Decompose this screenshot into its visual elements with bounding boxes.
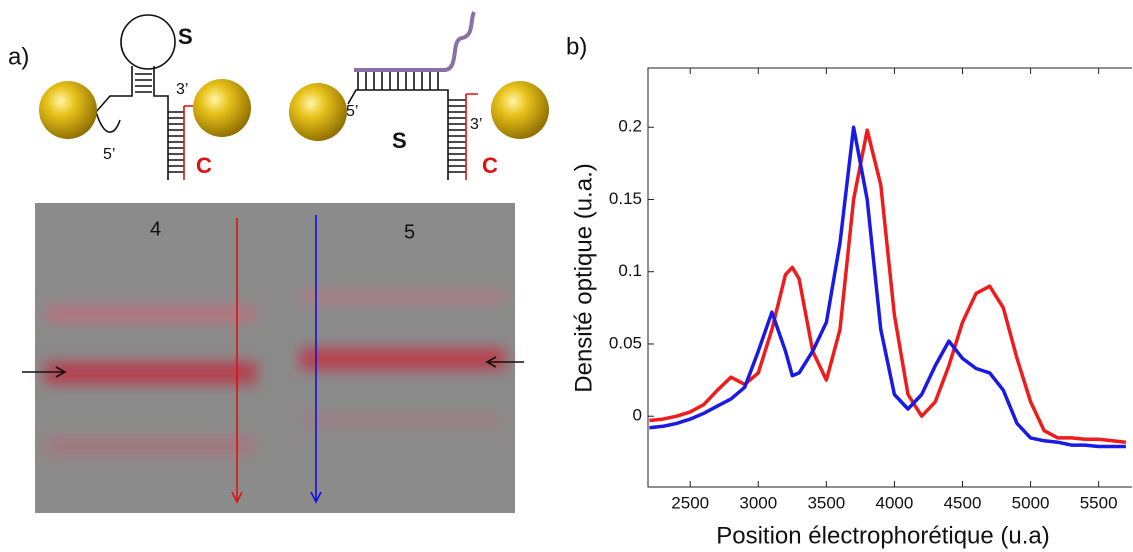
bands bbox=[45, 290, 505, 456]
x-tick-label: 4500 bbox=[944, 493, 982, 512]
lane-label: 4 bbox=[150, 218, 161, 240]
target-strand bbox=[354, 11, 476, 72]
data-line bbox=[649, 125, 1126, 449]
x-tick-label: 5000 bbox=[1012, 493, 1050, 512]
arrow-head bbox=[485, 356, 497, 368]
ladder bbox=[168, 111, 184, 173]
end-label: 5’ bbox=[346, 103, 358, 120]
panel-a: a) S 3’ 5’ C 5’ S 3’ C bbox=[8, 11, 549, 513]
arrow-head bbox=[231, 491, 243, 504]
axes-frame bbox=[647, 67, 1132, 488]
ladder bbox=[357, 72, 439, 90]
x-axis-label: Position électrophorétique (u.a) bbox=[716, 522, 1050, 549]
x-tick-label: 3500 bbox=[807, 493, 845, 512]
x-tick-label: 5500 bbox=[1080, 493, 1118, 512]
y-tick-label: 0.2 bbox=[618, 117, 642, 136]
right-construct bbox=[347, 11, 478, 180]
end-label: 3’ bbox=[470, 116, 482, 133]
left-construct bbox=[95, 14, 194, 180]
gel: 4 5 bbox=[35, 203, 515, 513]
gold-particle bbox=[491, 81, 549, 139]
strand-s bbox=[95, 66, 133, 133]
y-tick-label: 0.1 bbox=[618, 261, 642, 280]
panel-b: b) Position électrophorétique (u.a) Dens… bbox=[566, 33, 1132, 549]
y-tick-label: 0.15 bbox=[609, 189, 642, 208]
ladder bbox=[448, 99, 466, 173]
x-tick-label: 2500 bbox=[671, 493, 709, 512]
strand-c bbox=[465, 93, 478, 180]
x-tick-label: 3000 bbox=[739, 493, 777, 512]
x-tick-label: 4000 bbox=[876, 493, 914, 512]
loop bbox=[120, 14, 176, 70]
strand-label: C bbox=[482, 153, 498, 178]
gold-particle bbox=[39, 81, 97, 139]
ladder bbox=[135, 73, 152, 93]
panel-label: b) bbox=[566, 33, 587, 60]
y-tick-label: 0 bbox=[633, 406, 642, 425]
strand-label: S bbox=[392, 128, 407, 153]
strand-c bbox=[183, 105, 194, 180]
gold-particle bbox=[193, 79, 251, 137]
strand-s bbox=[153, 66, 169, 180]
data-line bbox=[649, 128, 1127, 444]
end-label: 5’ bbox=[103, 146, 115, 163]
strand-label: C bbox=[196, 153, 212, 178]
lane-label: 5 bbox=[404, 221, 415, 243]
arrow-head bbox=[310, 491, 322, 504]
strand-label: S bbox=[178, 24, 193, 49]
arrow-head bbox=[55, 366, 67, 378]
panel-label: a) bbox=[8, 43, 29, 70]
y-tick-label: 0.05 bbox=[609, 333, 642, 352]
end-label: 3’ bbox=[176, 81, 188, 98]
strand-s bbox=[347, 89, 449, 180]
y-axis-label: Densité optique (u.a.) bbox=[570, 163, 597, 392]
gold-particle bbox=[289, 83, 347, 141]
